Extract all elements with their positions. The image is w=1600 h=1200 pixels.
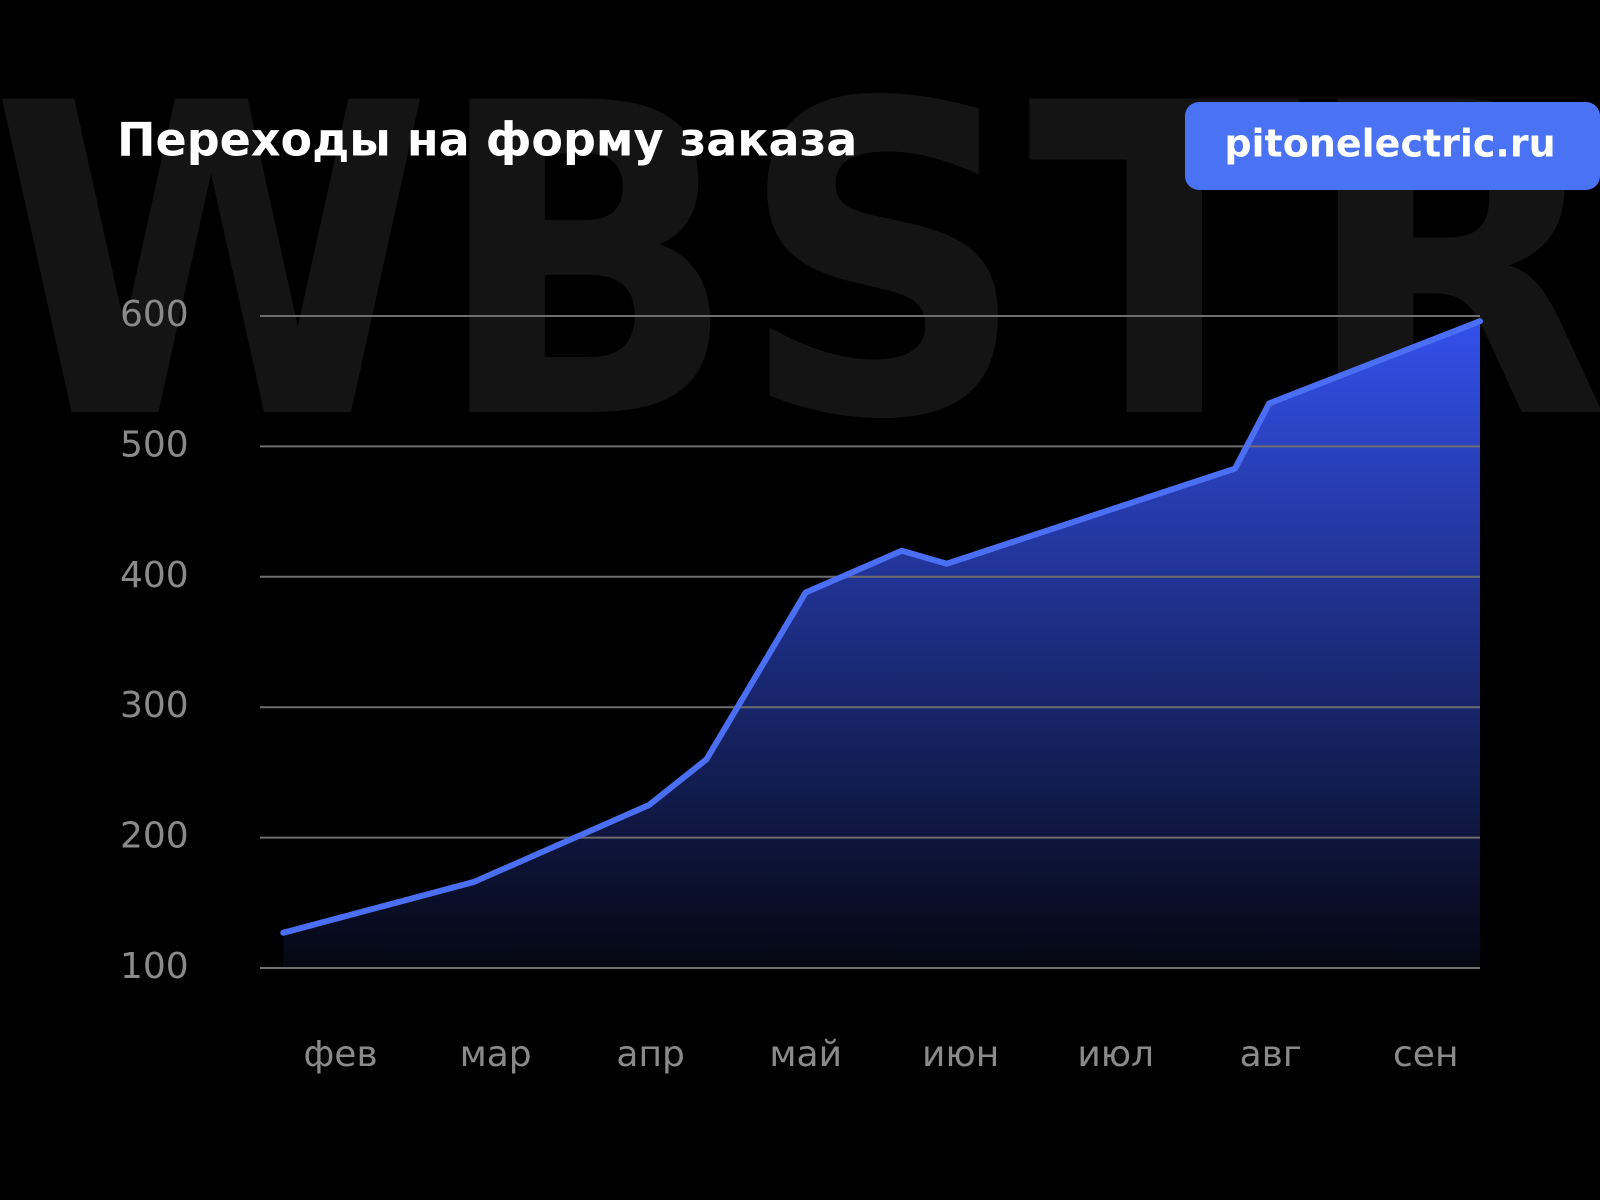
y-tick-label: 300 [120,685,189,726]
y-tick-label: 200 [120,816,189,857]
x-tick-label: мар [460,1034,532,1075]
badge-text[interactable]: pitonelectric.ru [1224,122,1555,166]
x-tick-label: сен [1393,1034,1458,1075]
x-tick-label: май [769,1034,842,1075]
badge[interactable] [1185,102,1600,190]
plot: 100 200 300 400 500 600 фев мар апр май июн июл авг с… [120,294,1483,1075]
y-tick-label: 400 [120,555,189,596]
line [280,318,1483,936]
y-tick-label: 600 [120,294,189,335]
area [283,321,1480,968]
x-tick-label: авг [1240,1034,1302,1075]
x-tick-label: июл [1077,1034,1154,1075]
x-tick-label: апр [616,1034,684,1075]
x-tick-label: фев [304,1034,378,1075]
y-tick-label: 500 [120,424,189,465]
x-tick-label: июн [922,1034,999,1075]
y-tick-label: 100 [120,946,189,987]
chart-title: Переходы на форму заказа [117,113,857,167]
